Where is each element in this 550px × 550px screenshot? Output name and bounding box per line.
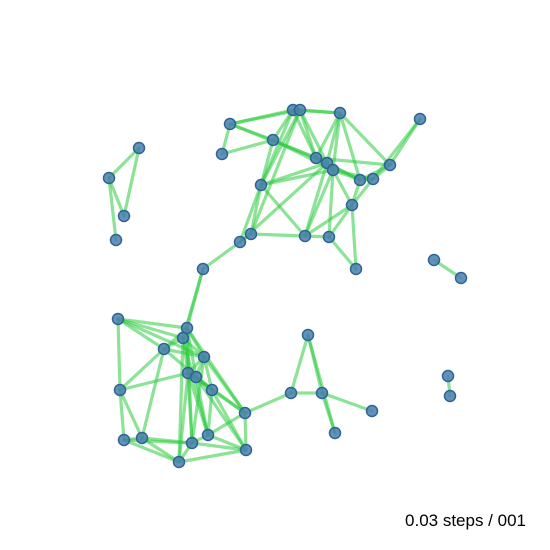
graph-node (189, 370, 203, 384)
graph-edge (116, 317, 122, 392)
graph-edge (298, 108, 342, 115)
graph-edge (327, 235, 358, 271)
graph-edge (185, 326, 247, 415)
graph-edge (201, 240, 242, 271)
graph-edge (314, 111, 342, 160)
graph-node (185, 436, 199, 450)
graph-edge (118, 388, 144, 440)
graph-node (132, 141, 146, 155)
graph-edge (303, 168, 335, 238)
graph-node (345, 198, 359, 212)
graph-edge (338, 111, 362, 182)
graph-edge (220, 138, 275, 156)
nodes-layer (102, 103, 468, 469)
graph-edge (206, 433, 248, 452)
graph-edge (298, 108, 329, 165)
graph-node (315, 386, 329, 400)
graph-node (326, 163, 340, 177)
graph-node (284, 386, 298, 400)
graph-node (215, 147, 229, 161)
graph-edge (249, 232, 307, 238)
graph-node (117, 433, 131, 447)
graph-node (239, 443, 253, 457)
graph-node (117, 209, 131, 223)
graph-node (113, 383, 127, 397)
graph-node (309, 151, 323, 165)
graph-edge (177, 371, 190, 464)
graph-node (157, 342, 171, 356)
graph-edge (325, 111, 342, 165)
graph-node (201, 428, 215, 442)
graph-node (244, 227, 258, 241)
graph-edge (162, 347, 206, 359)
graph-edge (140, 436, 194, 445)
graph-edge (206, 388, 214, 437)
graph-node (233, 235, 247, 249)
graph-node (223, 117, 237, 131)
graph-node (298, 229, 312, 243)
graph-node (102, 171, 116, 185)
graph-node (443, 389, 457, 403)
graph-edge (107, 146, 141, 180)
graph-node (109, 233, 123, 247)
graph-edge (118, 371, 190, 392)
graph-node (254, 178, 268, 192)
graph-node (441, 369, 455, 383)
graph-node (328, 426, 342, 440)
graph-edge (238, 183, 263, 244)
graph-edge (210, 388, 248, 452)
graph-edge (249, 108, 302, 236)
graph-node (413, 112, 427, 126)
graph-edge (118, 347, 166, 392)
graph-node (196, 262, 210, 276)
graph-node (172, 455, 186, 469)
graph-edge (327, 168, 335, 239)
graph-edge (140, 347, 166, 440)
graph-edge (116, 317, 189, 330)
graph-node (301, 328, 315, 342)
graph-node (293, 103, 307, 117)
graph-node (111, 312, 125, 326)
graph-edge (327, 203, 354, 239)
graph-node (197, 350, 211, 364)
graph-edge (186, 371, 194, 445)
graph-edge (210, 388, 247, 415)
graph-edge (194, 375, 210, 437)
graph-edge (122, 438, 181, 464)
graph-node (238, 406, 252, 420)
graph-edge (206, 411, 247, 437)
graph-node (353, 173, 367, 187)
graph-node (366, 172, 380, 186)
graph-edge (177, 448, 248, 464)
graph-node (322, 230, 336, 244)
graph-edge (350, 203, 358, 271)
graph-edge (320, 391, 374, 413)
graph-edge (289, 333, 310, 395)
graph-node (333, 106, 347, 120)
graph-edge (190, 441, 248, 452)
graph-edge (320, 391, 337, 435)
graph-edge (259, 108, 295, 187)
graph-edge (338, 111, 392, 167)
graph-edge (140, 436, 181, 464)
step-caption: 0.03 steps / 001 (405, 511, 526, 530)
graph-node (365, 404, 379, 418)
graph-node (135, 431, 149, 445)
graph-edge (122, 146, 141, 218)
graph-edge (107, 176, 126, 218)
graph-node (176, 331, 190, 345)
edges-layer (107, 108, 463, 464)
graph-node (454, 271, 468, 285)
graph-edge (243, 391, 293, 415)
graph-edge (331, 168, 354, 207)
graph-node (205, 383, 219, 397)
graph-node (266, 133, 280, 147)
graph-node (427, 253, 441, 267)
graph-node (349, 262, 363, 276)
graph-edge (107, 176, 118, 242)
graph-edge (118, 388, 126, 442)
graph-node (383, 158, 397, 172)
